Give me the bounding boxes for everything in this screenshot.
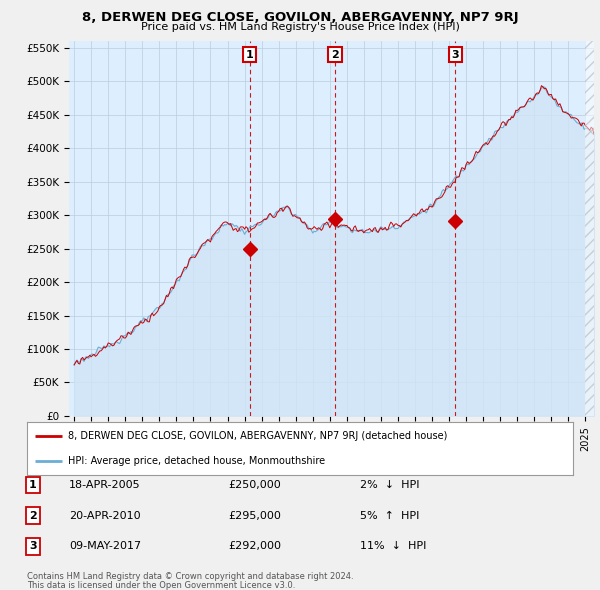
- Text: 8, DERWEN DEG CLOSE, GOVILON, ABERGAVENNY, NP7 9RJ: 8, DERWEN DEG CLOSE, GOVILON, ABERGAVENN…: [82, 11, 518, 24]
- Text: 20-APR-2010: 20-APR-2010: [69, 511, 140, 520]
- Text: 3: 3: [451, 50, 459, 60]
- Text: Contains HM Land Registry data © Crown copyright and database right 2024.: Contains HM Land Registry data © Crown c…: [27, 572, 353, 581]
- Text: £250,000: £250,000: [228, 480, 281, 490]
- Text: Price paid vs. HM Land Registry's House Price Index (HPI): Price paid vs. HM Land Registry's House …: [140, 22, 460, 32]
- Text: 8, DERWEN DEG CLOSE, GOVILON, ABERGAVENNY, NP7 9RJ (detached house): 8, DERWEN DEG CLOSE, GOVILON, ABERGAVENN…: [68, 431, 448, 441]
- Text: 2: 2: [29, 511, 37, 520]
- Text: 3: 3: [29, 542, 37, 551]
- Text: 2: 2: [331, 50, 339, 60]
- Text: 1: 1: [245, 50, 253, 60]
- Text: 11%  ↓  HPI: 11% ↓ HPI: [360, 542, 427, 551]
- Text: 2%  ↓  HPI: 2% ↓ HPI: [360, 480, 419, 490]
- Text: This data is licensed under the Open Government Licence v3.0.: This data is licensed under the Open Gov…: [27, 581, 295, 589]
- Text: 09-MAY-2017: 09-MAY-2017: [69, 542, 141, 551]
- Text: £295,000: £295,000: [228, 511, 281, 520]
- Text: 18-APR-2005: 18-APR-2005: [69, 480, 140, 490]
- Text: £292,000: £292,000: [228, 542, 281, 551]
- Text: 5%  ↑  HPI: 5% ↑ HPI: [360, 511, 419, 520]
- Text: 1: 1: [29, 480, 37, 490]
- Text: HPI: Average price, detached house, Monmouthshire: HPI: Average price, detached house, Monm…: [68, 455, 325, 466]
